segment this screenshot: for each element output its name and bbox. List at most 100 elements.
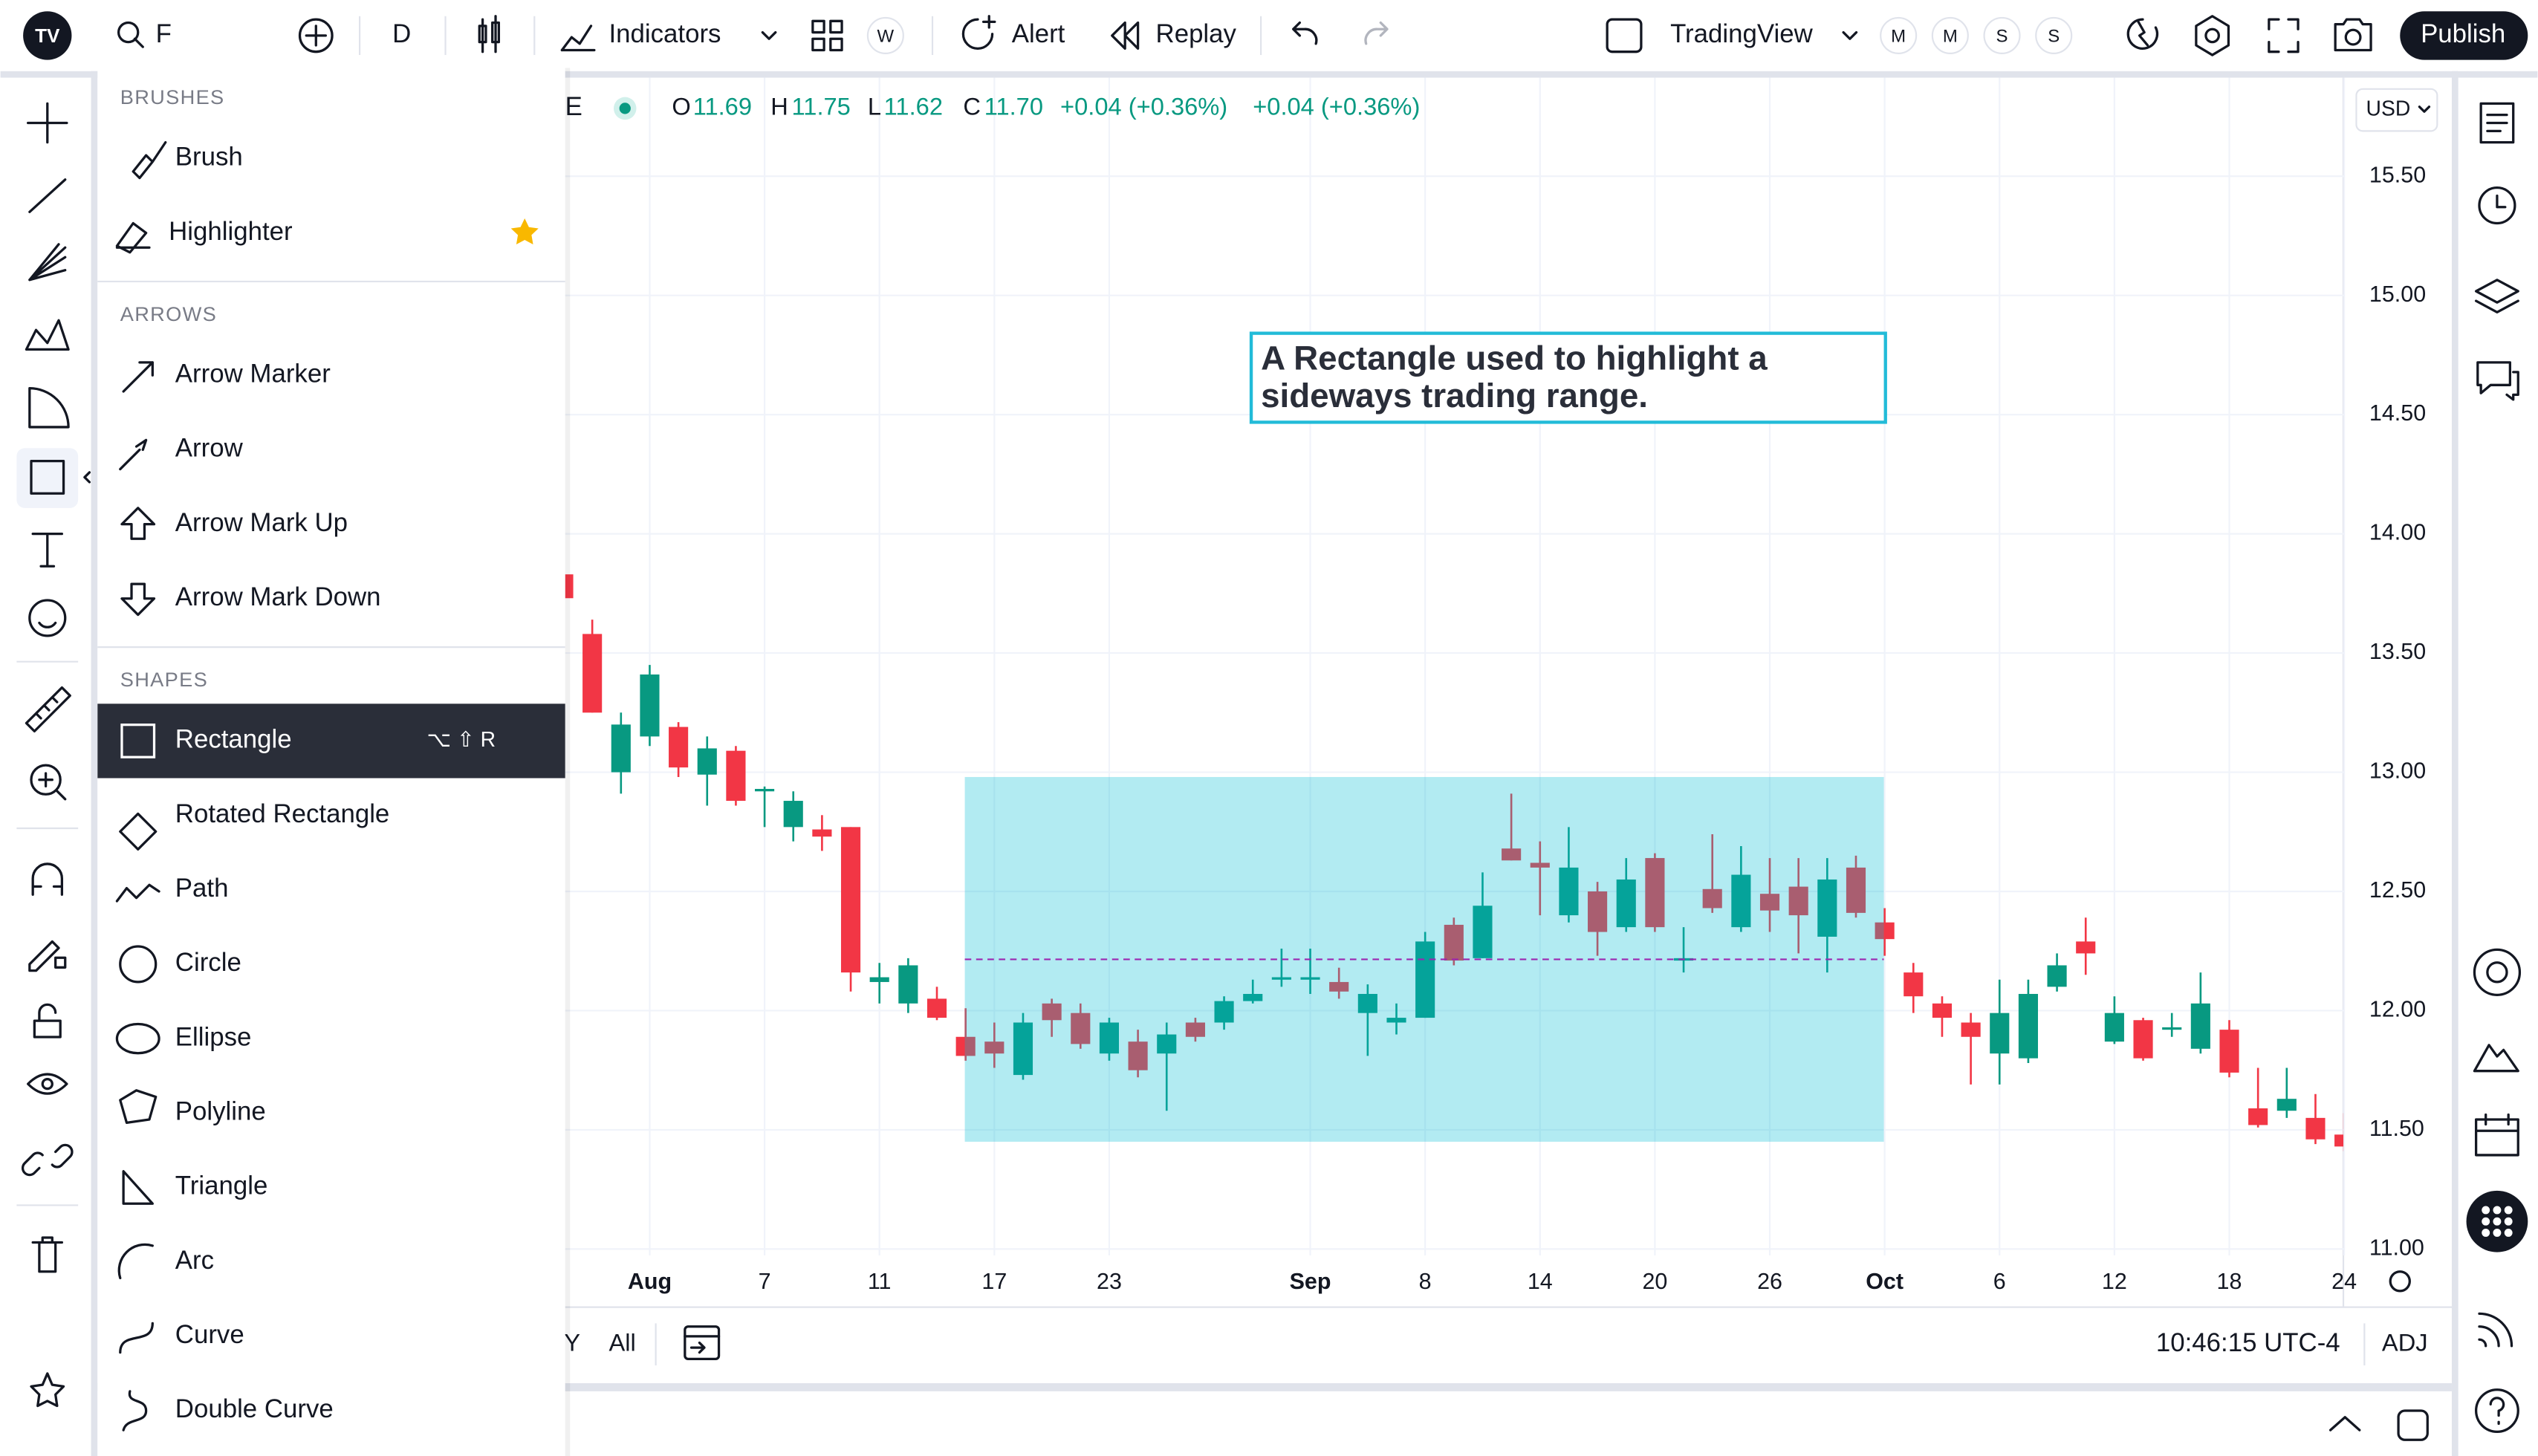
redo-icon[interactable]	[1364, 21, 1389, 45]
collapse-panel[interactable]	[2328, 1416, 2361, 1431]
alert[interactable]: Alert	[1012, 19, 1065, 48]
annotation-box[interactable]	[1249, 331, 1887, 424]
emoji-tool[interactable]	[28, 599, 67, 637]
logo[interactable]	[23, 11, 72, 60]
visibility-tool[interactable]	[27, 1073, 68, 1095]
range-button[interactable]: All	[608, 1328, 635, 1356]
chat-panel[interactable]	[2476, 361, 2519, 401]
replay-icon[interactable]	[1111, 21, 1140, 50]
menu-item[interactable]: Double Curve	[175, 1394, 334, 1423]
calendar-panel[interactable]	[2474, 1113, 2519, 1157]
menu-item[interactable]: Arrow Mark Down	[175, 582, 381, 611]
menu-item[interactable]: Arc	[175, 1246, 214, 1275]
alert-icon[interactable]	[961, 15, 996, 50]
layouts-icon[interactable]	[811, 19, 843, 52]
settings-icon[interactable]	[2195, 15, 2230, 56]
legend-symbol: E	[565, 92, 582, 121]
publish[interactable]: Publish	[2421, 19, 2505, 48]
search-icon[interactable]	[117, 21, 140, 44]
interval[interactable]: D	[392, 19, 411, 48]
fullscreen-icon[interactable]	[2268, 18, 2300, 53]
undo-icon[interactable]	[1292, 21, 1318, 45]
chevron[interactable]	[761, 30, 777, 40]
symbol[interactable]: F	[156, 19, 172, 48]
prediction-tool[interactable]	[28, 387, 70, 429]
replay[interactable]: Replay	[1156, 19, 1237, 48]
signals-panel[interactable]	[2478, 1312, 2513, 1348]
menu-item[interactable]: Path	[175, 874, 229, 903]
visibility-pupil	[41, 1077, 53, 1091]
menu-item[interactable]: Rotated Rectangle	[175, 799, 390, 828]
menu-item[interactable]: Arrow Mark Up	[175, 508, 348, 537]
menu-item[interactable]: Arrow	[175, 434, 244, 463]
favorites-tool[interactable]	[30, 1372, 65, 1408]
avatar-badge[interactable]	[1880, 16, 1918, 54]
currency-button[interactable]	[2355, 88, 2438, 132]
menu-item[interactable]: Rectangle	[175, 725, 292, 754]
watchlist-panel[interactable]	[2479, 102, 2515, 144]
avatar-badge[interactable]	[1983, 16, 2021, 54]
watchlist[interactable]: W	[877, 26, 895, 46]
cursor-tool[interactable]	[27, 102, 68, 144]
publish-button[interactable]	[2400, 11, 2528, 60]
zoom-tool[interactable]	[30, 764, 62, 796]
compare-icon[interactable]	[298, 18, 334, 53]
avatar-badge[interactable]	[2035, 16, 2073, 54]
streams-panel[interactable]	[2473, 1044, 2519, 1073]
menu-item[interactable]: Ellipse	[175, 1022, 252, 1051]
candle-body	[726, 750, 746, 802]
ohlc-key: O	[672, 93, 690, 120]
menu-item[interactable]: Highlighter	[169, 217, 293, 246]
bottom-divider	[97, 1383, 2452, 1391]
axis-settings[interactable]	[2389, 1270, 2411, 1293]
watchlist-badge[interactable]	[866, 16, 904, 54]
menu-item[interactable]: Brush	[175, 143, 243, 172]
indicators[interactable]: Indicators	[608, 19, 721, 48]
alerts-panel[interactable]	[2478, 186, 2516, 225]
menu-item-icon	[119, 1089, 158, 1125]
change-extended: +0.04 (+0.36%)	[1253, 93, 1420, 120]
time-tick-label: Oct	[1866, 1269, 1904, 1294]
text-tool[interactable]	[31, 533, 64, 568]
snapshot-icon[interactable]	[2334, 18, 2372, 52]
layout-name[interactable]: TradingView	[1670, 19, 1814, 48]
avatar[interactable]: S	[2048, 26, 2060, 46]
trend-line-tool[interactable]	[28, 178, 67, 213]
favorite-star[interactable]	[510, 218, 539, 245]
indicators-icon[interactable]	[560, 25, 596, 52]
pattern-tool[interactable]	[25, 319, 70, 351]
clock[interactable]: 10:46:15 UTC-4	[2156, 1328, 2340, 1357]
remove-tool[interactable]	[31, 1236, 64, 1273]
maximize-panel[interactable]	[2397, 1409, 2429, 1441]
avatar[interactable]: S	[1996, 26, 2008, 46]
magnet-tool[interactable]	[31, 862, 64, 896]
currency[interactable]: USD	[2366, 97, 2411, 120]
sync-tool[interactable]	[21, 1143, 74, 1177]
menu-item[interactable]: Polyline	[175, 1097, 266, 1126]
avatar-badge[interactable]	[1931, 16, 1969, 54]
ideas-panel[interactable]	[2473, 948, 2522, 996]
expand-arrow[interactable]	[83, 471, 91, 484]
menu-item[interactable]: Curve	[175, 1320, 244, 1349]
candle-body	[926, 998, 947, 1018]
chevron[interactable]	[1842, 30, 1858, 40]
menu-item[interactable]: Triangle	[175, 1171, 268, 1200]
fib-tool[interactable]	[28, 243, 67, 282]
draw-mode-tool[interactable]	[28, 940, 67, 972]
avatar[interactable]: M	[1943, 26, 1958, 46]
menu-item[interactable]: Circle	[175, 948, 241, 977]
layout-icon[interactable]	[1606, 18, 1643, 53]
menu-item-icon	[117, 1243, 154, 1280]
object-tree-panel[interactable]	[2474, 279, 2519, 313]
shapes-tool[interactable]	[30, 460, 65, 495]
quick-search-icon[interactable]	[2126, 18, 2159, 50]
goto-date[interactable]	[684, 1325, 721, 1360]
chart-type-icon[interactable]	[478, 15, 501, 53]
ruler-tool[interactable]	[25, 686, 71, 732]
avatar[interactable]: M	[1891, 26, 1906, 46]
price-tick-label: 13.00	[2369, 758, 2426, 784]
adjust[interactable]: ADJ	[2382, 1328, 2428, 1356]
menu-item[interactable]: Arrow Marker	[175, 359, 331, 388]
help-panel[interactable]	[2474, 1388, 2519, 1433]
lock-tool[interactable]	[33, 1003, 62, 1039]
